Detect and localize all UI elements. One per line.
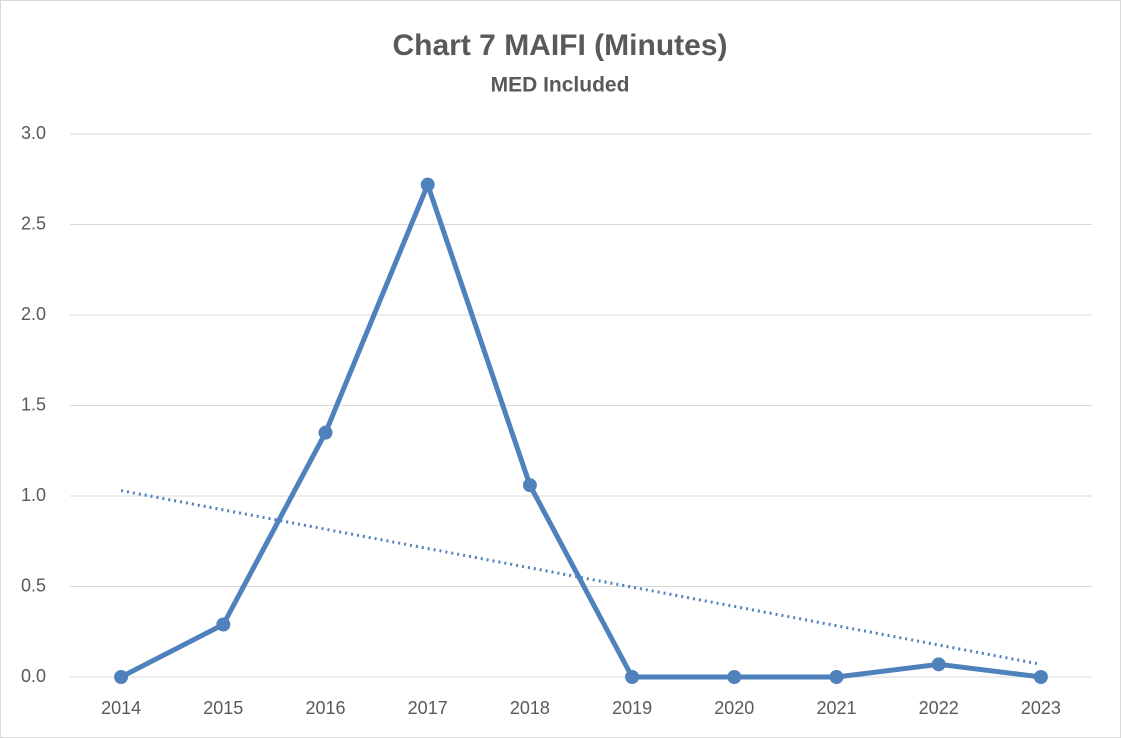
data-point — [114, 670, 129, 684]
y-tick-label: 1.5 — [21, 394, 46, 414]
x-tick-label: 2021 — [816, 698, 856, 718]
data-point — [216, 617, 231, 632]
x-tick-label: 2020 — [714, 698, 754, 718]
data-point — [829, 670, 844, 684]
data-point — [420, 177, 435, 192]
data-point — [522, 478, 537, 493]
x-tick-label: 2017 — [408, 698, 448, 718]
data-point — [931, 657, 946, 672]
x-tick-label: 2015 — [203, 698, 243, 718]
x-tick-label: 2018 — [510, 698, 550, 718]
data-point — [625, 670, 640, 684]
y-tick-label: 0.0 — [21, 666, 46, 686]
data-point — [318, 425, 333, 440]
x-tick-label: 2023 — [1021, 698, 1061, 718]
x-tick-label: 2014 — [101, 698, 141, 718]
data-point — [727, 670, 742, 684]
y-tick-label: 0.5 — [21, 575, 46, 595]
x-tick-label: 2019 — [612, 698, 652, 718]
data-point — [1033, 670, 1048, 684]
x-tick-label: 2016 — [305, 698, 345, 718]
series-line — [119, 182, 1042, 680]
y-tick-label: 2.0 — [21, 304, 46, 324]
y-tick-label: 3.0 — [21, 123, 46, 143]
y-tick-label: 2.5 — [21, 213, 46, 233]
chart-title: Chart 7 MAIFI (Minutes) — [393, 29, 728, 62]
y-tick-label: 1.0 — [21, 485, 46, 505]
chart-subtitle: MED Included — [491, 74, 630, 97]
x-tick-label: 2022 — [919, 698, 959, 718]
